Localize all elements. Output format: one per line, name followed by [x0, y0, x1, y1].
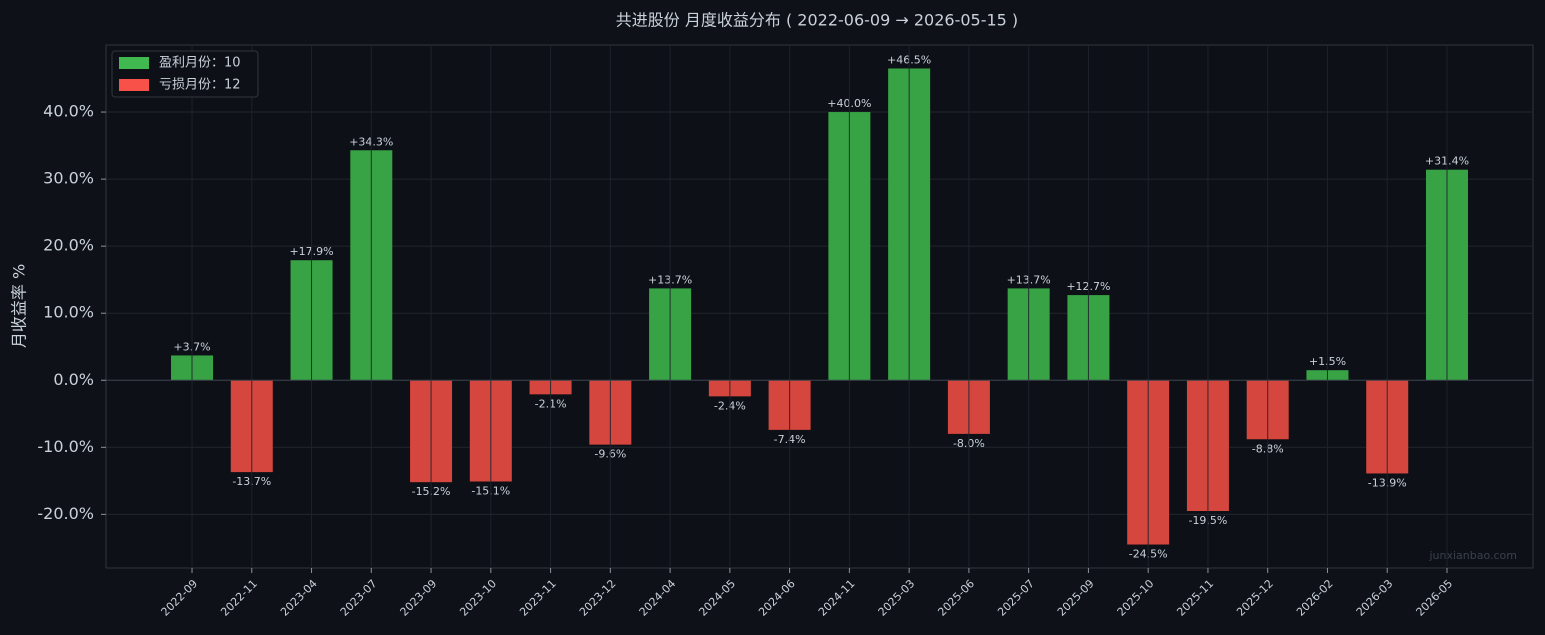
y-tick-label: -10.0%: [37, 437, 94, 456]
y-tick-label: 40.0%: [43, 102, 94, 121]
legend-label: 盈利月份：10: [159, 56, 241, 71]
y-axis-label: 月收益率 %: [10, 264, 29, 348]
legend-label: 亏损月份：12: [159, 78, 241, 93]
watermark: junxianbao.com: [1428, 549, 1517, 562]
y-tick-label: -20.0%: [37, 504, 94, 523]
legend-swatch: [119, 79, 149, 91]
y-tick-label: 10.0%: [43, 303, 94, 322]
y-tick-label: 30.0%: [43, 169, 94, 188]
y-tick-label: 0.0%: [53, 370, 94, 389]
chart-title: 共进股份 月度收益分布 ( 2022-06-09 → 2026-05-15 ): [616, 11, 1018, 30]
legend-swatch: [119, 57, 149, 69]
y-tick-label: 20.0%: [43, 236, 94, 255]
plot-area: [105, 44, 1534, 569]
